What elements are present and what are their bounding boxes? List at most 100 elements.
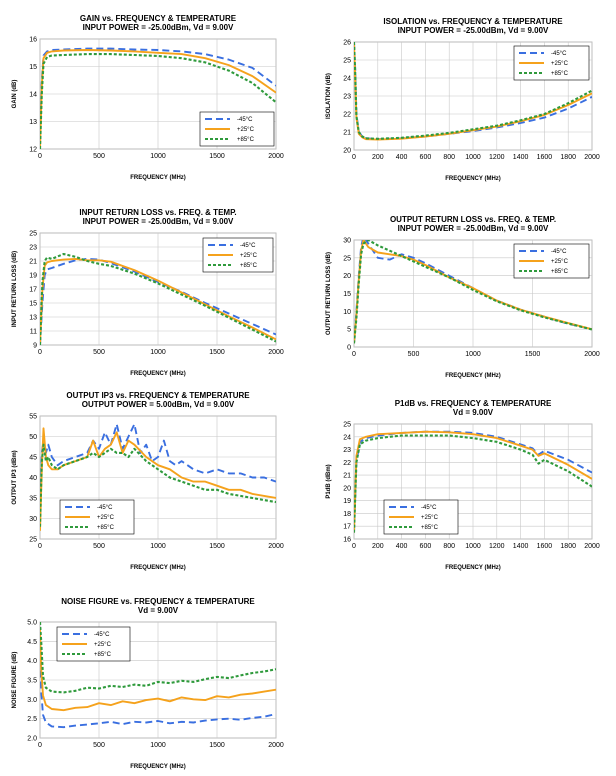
y-axis-label: OUTPUT IP3 (dBm) — [12, 450, 18, 504]
y-tick-label: 20 — [343, 485, 351, 492]
x-tick-label: 200 — [372, 543, 384, 550]
legend-label: +25°C — [421, 515, 439, 521]
y-tick-label: 25 — [343, 422, 351, 429]
legend-label: -45°C — [97, 505, 113, 511]
y-tick-label: 21 — [343, 473, 351, 480]
y-axis-label: INPUT RETURN LOSS (dB) — [12, 251, 18, 327]
y-tick-label: 20 — [343, 273, 351, 280]
y-tick-label: 11 — [30, 329, 37, 336]
y-tick-label: 26 — [343, 40, 351, 47]
y-tick-label: 30 — [29, 516, 37, 523]
legend-label: -45°C — [237, 117, 253, 123]
y-tick-label: 22 — [343, 112, 351, 119]
y-tick-label: 3.5 — [27, 678, 37, 685]
legend: -45°C +25°C +85°C — [383, 499, 459, 535]
x-tick-label: 1500 — [209, 543, 225, 550]
x-tick-label: 800 — [443, 154, 455, 161]
chart-4: OUTPUT RETURN LOSS vs. FREQ. & TEMP.INPU… — [326, 215, 600, 379]
y-axis-label: GAIN (dB) — [12, 80, 18, 109]
x-tick-label: 0 — [352, 351, 356, 358]
y-tick-label: 55 — [29, 414, 37, 421]
x-tick-label: 2000 — [268, 349, 284, 356]
x-tick-label: 600 — [420, 154, 432, 161]
x-tick-label: 0 — [38, 349, 42, 356]
x-tick-label: 400 — [396, 543, 408, 550]
x-tick-label: 1000 — [150, 153, 166, 160]
series-line — [40, 47, 276, 144]
y-tick-label: 21 — [29, 259, 37, 266]
x-tick-label: 1500 — [209, 742, 225, 749]
series-line — [354, 42, 592, 140]
chart-title: GAIN vs. FREQUENCY & TEMPERATURE — [80, 14, 237, 23]
y-tick-label: 15 — [29, 64, 37, 71]
series-line — [40, 252, 276, 345]
legend-label: +85°C — [94, 652, 112, 658]
chart-subtitle: OUTPUT POWER = 5.00dBm, Vd = 9.00V — [82, 400, 235, 409]
series-line — [354, 430, 592, 533]
x-tick-label: 1000 — [465, 154, 481, 161]
legend: -45°C +25°C +85°C — [513, 243, 590, 279]
x-tick-label: 2000 — [268, 543, 284, 550]
y-axis-label: ISOLATION (dB) — [326, 73, 332, 119]
chart-3: INPUT RETURN LOSS vs. FREQ. & TEMP. INPUT… — [12, 208, 284, 377]
legend-label: +85°C — [240, 263, 258, 269]
x-tick-label: 1400 — [513, 543, 529, 550]
series-line — [40, 257, 276, 345]
legend-label: +25°C — [94, 642, 112, 648]
legend-label: +25°C — [237, 127, 255, 133]
y-axis-label: P1dB (dBm) — [326, 464, 332, 498]
legend-label: -45°C — [551, 249, 567, 255]
legend-label: +25°C — [240, 253, 258, 259]
x-axis-label: FREQUENCY (MHz) — [445, 373, 501, 379]
x-tick-label: 1000 — [150, 543, 166, 550]
y-tick-label: 10 — [343, 309, 351, 316]
chart-7: NOISE FIGURE vs. FREQUENCY & TEMPERATURE… — [12, 597, 284, 770]
x-tick-label: 1800 — [560, 154, 576, 161]
legend-label: +25°C — [97, 515, 115, 521]
x-tick-label: 2000 — [584, 543, 600, 550]
y-tick-label: 20 — [343, 148, 351, 155]
series-line — [40, 427, 276, 531]
legend: -45°C +25°C +85°C — [199, 111, 275, 147]
y-tick-label: 4.5 — [27, 639, 37, 646]
x-tick-label: 1000 — [465, 543, 481, 550]
x-tick-label: 500 — [408, 351, 420, 358]
x-tick-label: 1600 — [537, 154, 553, 161]
y-tick-label: 5.0 — [27, 620, 37, 627]
legend-label: +85°C — [237, 137, 255, 143]
chart-title: OUTPUT IP3 vs. FREQUENCY & TEMPERATURE — [66, 391, 250, 400]
x-tick-label: 1800 — [560, 543, 576, 550]
y-tick-label: 17 — [29, 287, 37, 294]
chart-subtitle: INPUT POWER = -25.00dBm, Vd = 9.00V — [83, 23, 234, 32]
x-tick-label: 1000 — [465, 351, 481, 358]
chart-title: P1dB vs. FREQUENCY & TEMPERATURE — [395, 399, 552, 408]
y-tick-label: 25 — [29, 231, 37, 238]
y-tick-label: 23 — [29, 245, 37, 252]
y-tick-label: 5 — [347, 327, 351, 334]
x-axis-label: FREQUENCY (MHz) — [130, 371, 186, 377]
x-axis-label: FREQUENCY (MHz) — [445, 565, 501, 571]
y-tick-label: 18 — [343, 511, 351, 518]
y-tick-label: 13 — [29, 315, 37, 322]
legend-label: +25°C — [551, 259, 569, 265]
chart-title: INPUT RETURN LOSS vs. FREQ. & TEMP. — [79, 208, 236, 217]
x-tick-label: 500 — [93, 349, 105, 356]
x-tick-label: 500 — [93, 543, 105, 550]
series-line — [354, 240, 592, 344]
x-tick-label: 200 — [372, 154, 384, 161]
y-tick-label: 22 — [343, 460, 351, 467]
x-tick-label: 1200 — [489, 543, 505, 550]
legend: -45°C +25°C +85°C — [59, 499, 135, 535]
legend-label: +85°C — [551, 269, 569, 275]
legend: -45°C +25°C +85°C — [202, 237, 274, 273]
legend: -45°C +25°C +85°C — [513, 45, 590, 81]
x-tick-label: 500 — [93, 153, 105, 160]
series-line — [40, 622, 276, 694]
x-tick-label: 2000 — [268, 153, 284, 160]
chart-title: ISOLATION vs. FREQUENCY & TEMPERATURE — [383, 17, 563, 26]
y-tick-label: 19 — [343, 498, 351, 505]
series-line — [40, 423, 276, 519]
legend-label: +85°C — [421, 525, 439, 531]
series-line — [40, 629, 276, 712]
legend-box — [56, 626, 131, 662]
